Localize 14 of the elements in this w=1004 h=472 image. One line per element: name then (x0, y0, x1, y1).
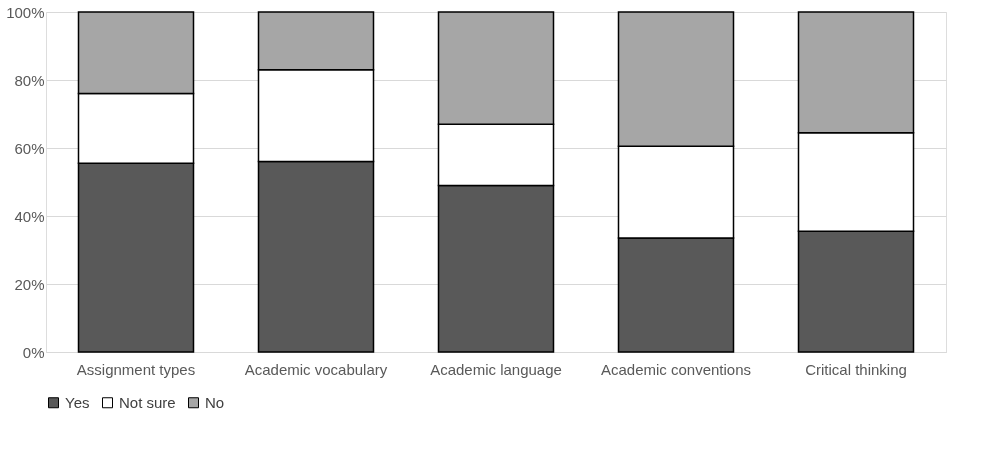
legend-label: No (205, 393, 225, 411)
x-tick-label: Assignment types (76, 360, 196, 378)
y-tick-label: 0% (22, 343, 45, 361)
y-tick-label: 60% (14, 139, 45, 157)
x-tick-label: Academic language (430, 360, 562, 378)
x-tick-label: Academic conventions (600, 360, 752, 378)
x-tick-label: Academic vocabulary (244, 360, 388, 378)
legend-label: Not sure (119, 393, 176, 411)
y-tick-label: 40% (14, 207, 45, 225)
y-tick-label: 100% (6, 3, 45, 21)
legend-label: Yes (65, 393, 90, 411)
x-tick-label: Critical thinking (805, 360, 907, 378)
y-tick-label: 80% (14, 71, 45, 89)
y-tick-label: 20% (14, 275, 45, 293)
